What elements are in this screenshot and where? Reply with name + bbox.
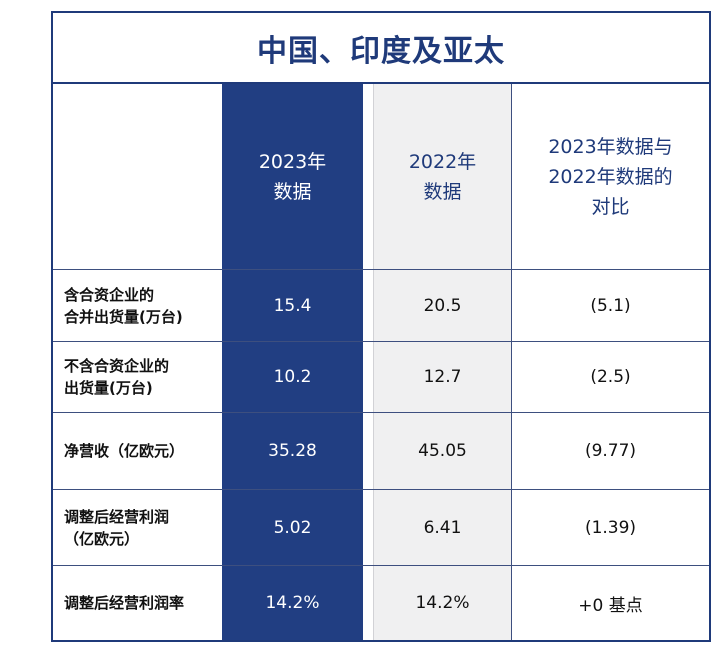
row-label-text: 调整后经营利润率 [64,594,185,612]
value-compare: (1.39) [584,517,637,538]
table-row: 净营收（亿欧元） 35.28 45.05 (9.77) [53,413,709,490]
column-gap [363,342,373,412]
row-label: 净营收（亿欧元） [53,413,222,489]
value-2022: 6.41 [373,490,512,565]
column-gap [363,413,373,489]
value-2022: 20.5 [373,270,512,341]
value-2023: 15.4 [222,270,363,341]
header-empty-cell [53,84,222,269]
column-gap [363,566,373,640]
column-gap [363,490,373,565]
row-label-text: 含合资企业的 合并出货量(万台) [64,285,183,326]
table-row: 不含合资企业的 出货量(万台) 10.2 12.7 (2.5) [53,342,709,413]
row-label: 含合资企业的 合并出货量(万台) [53,270,222,341]
column-gap [363,84,373,269]
row-label-text: 净营收（亿欧元） [64,442,185,460]
title-divider [53,82,709,84]
value-2022: 12.7 [373,342,512,412]
page-title: 中国、印度及亚太 [257,33,505,69]
value-compare: (5.1) [590,295,631,316]
value-2023: 14.2% [222,566,363,640]
table-row: 调整后经营利润率 14.2% 14.2% +0 基点 [53,566,709,640]
value-2023: 10.2 [222,342,363,412]
value-compare: (2.5) [590,367,631,387]
value-compare: +0 基点 [578,595,643,616]
value-2022: 14.2% [373,566,512,640]
value-2022: 45.05 [373,413,512,489]
header-2023: 2023年 数据 [222,84,363,269]
value-2023: 5.02 [222,490,363,565]
row-label: 不含合资企业的 出货量(万台) [53,342,222,412]
header-2022: 2022年 数据 [373,84,512,269]
row-label-text: 不含合资企业的 出货量(万台) [64,357,170,397]
table-row: 含合资企业的 合并出货量(万台) 15.4 20.5 (5.1) [53,270,709,342]
row-label-text: 调整后经营利润 （亿欧元） [64,507,170,548]
table-row: 调整后经营利润 （亿欧元） 5.02 6.41 (1.39) [53,490,709,566]
row-label: 调整后经营利润 （亿欧元） [53,490,222,565]
results-table-card: 中国、印度及亚太 2023年 数据 2022年 数据 2023年数据与 2022… [51,11,711,642]
value-2023: 35.28 [222,413,363,489]
row-label: 调整后经营利润率 [53,566,222,640]
header-compare: 2023年数据与 2022年数据的 对比 [548,135,673,218]
value-compare: (9.77) [584,441,637,461]
results-table: 2023年 数据 2022年 数据 2023年数据与 2022年数据的 对比 含… [53,84,709,640]
column-gap [363,270,373,341]
table-header-row: 2023年 数据 2022年 数据 2023年数据与 2022年数据的 对比 [53,84,709,270]
